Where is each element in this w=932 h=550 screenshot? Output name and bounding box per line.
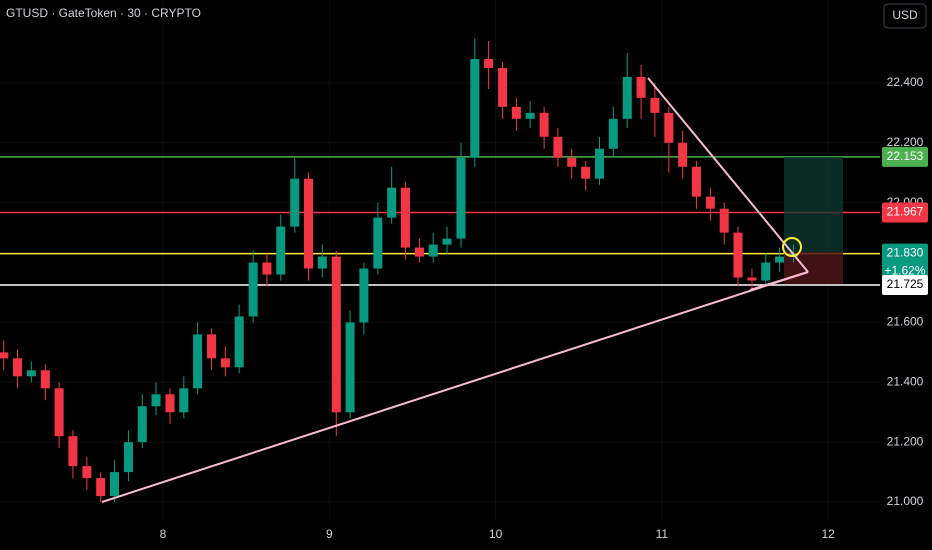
trendline	[101, 271, 809, 503]
candle-body	[262, 262, 272, 275]
candle-body	[179, 388, 189, 413]
price-label-box	[882, 243, 928, 282]
candle-body	[414, 247, 424, 257]
candle-body	[442, 238, 452, 245]
candle-body	[359, 268, 369, 323]
candle-body	[747, 277, 757, 281]
candle-body	[373, 217, 383, 269]
candle-body	[705, 196, 715, 209]
y-tick-label: 21.000	[887, 494, 924, 508]
y-tick-label: 22.400	[887, 75, 924, 89]
candle-body	[165, 394, 175, 413]
candle-body	[428, 244, 438, 257]
price-label: 21.967	[887, 205, 924, 219]
candles-layer	[0, 38, 799, 503]
candle-body	[248, 262, 258, 317]
candle-body	[775, 256, 785, 263]
trendline	[749, 271, 809, 291]
x-tick-label: 8	[160, 527, 167, 541]
currency-button[interactable]	[883, 3, 927, 29]
candle-body	[664, 112, 674, 143]
candle-body	[539, 112, 549, 137]
candle-body	[151, 394, 161, 407]
candle-body	[290, 178, 300, 227]
price-label-box	[882, 146, 928, 167]
price-label-box	[882, 202, 928, 223]
trendline	[647, 77, 809, 273]
candle-body	[276, 226, 286, 275]
position-profit-zone	[784, 157, 843, 252]
levels-layer	[0, 156, 880, 286]
x-tick-label: 10	[489, 527, 503, 541]
candle-body	[400, 187, 410, 248]
candle-body	[96, 478, 106, 497]
axes-layer: 21.00021.20021.40021.60022.00022.20022.4…	[160, 75, 928, 541]
candle-body	[498, 67, 508, 107]
candle-body	[622, 76, 632, 119]
price-label: 22.153	[887, 149, 924, 163]
candle-body	[207, 334, 217, 359]
price-label: 21.725	[887, 277, 924, 291]
candle-body	[719, 208, 729, 233]
candle-body	[317, 256, 327, 269]
candle-body	[26, 370, 36, 377]
candle-body	[470, 58, 480, 158]
candle-body	[761, 262, 771, 281]
candle-body	[68, 436, 78, 467]
candle-body	[456, 157, 466, 239]
grid-layer	[0, 0, 880, 520]
candle-body	[331, 256, 341, 413]
candle-body	[525, 112, 535, 119]
highlight-circle	[782, 237, 802, 257]
candle-body	[636, 76, 646, 98]
candle-body	[678, 142, 688, 167]
chart-title: GTUSD · GateToken · 30 · CRYPTO	[6, 6, 201, 20]
candle-body	[594, 148, 604, 179]
x-tick-label: 9	[326, 527, 333, 541]
price-label: 21.830	[887, 246, 924, 260]
price-label-box	[882, 274, 928, 295]
candle-body	[109, 472, 119, 497]
candle-body	[553, 136, 563, 158]
currency-label[interactable]: USD	[892, 8, 918, 22]
y-tick-label: 21.400	[887, 374, 924, 388]
candle-body	[82, 466, 92, 479]
candle-body	[484, 58, 494, 68]
y-tick-label: 21.200	[887, 434, 924, 448]
candle-body	[137, 406, 147, 443]
candle-body	[123, 442, 133, 473]
candle-body	[13, 358, 23, 377]
candle-body	[234, 316, 244, 368]
y-tick-label: 21.600	[887, 315, 924, 329]
candle-body	[387, 187, 397, 218]
candle-body	[691, 166, 701, 197]
candle-body	[304, 178, 314, 269]
candle-body	[220, 358, 230, 368]
candle-body	[650, 97, 660, 113]
y-tick-label: 22.200	[887, 135, 924, 149]
candle-body	[608, 118, 618, 149]
candle-body	[733, 232, 743, 278]
candle-body	[581, 166, 591, 179]
candle-body	[54, 388, 64, 437]
candle-body	[567, 157, 577, 167]
x-tick-label: 12	[821, 527, 835, 541]
candle-body	[0, 352, 9, 359]
candle-body	[345, 322, 355, 413]
price-change-label: +1.62%	[884, 264, 925, 278]
candle-body	[511, 106, 521, 119]
candle-body	[40, 370, 50, 389]
x-tick-label: 11	[656, 527, 669, 541]
candle-body	[193, 334, 203, 389]
